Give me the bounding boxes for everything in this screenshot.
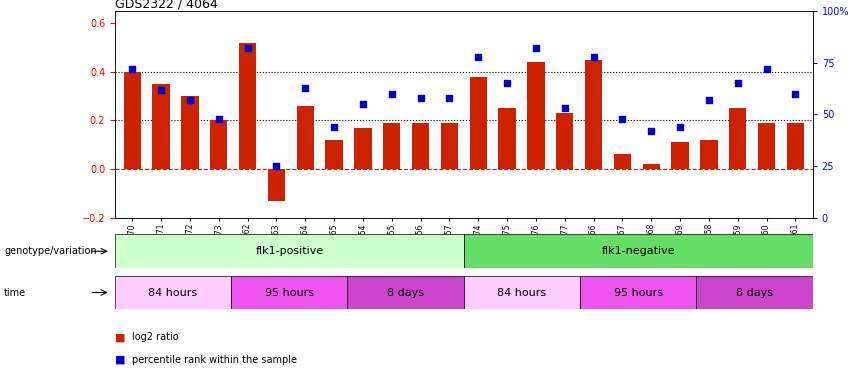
Text: 84 hours: 84 hours	[497, 288, 546, 297]
Bar	[115, 234, 464, 268]
Bar	[347, 276, 464, 309]
Bar	[580, 276, 696, 309]
Bar	[585, 60, 603, 169]
Point	[443, 95, 456, 101]
Bar	[758, 123, 775, 169]
Bar	[729, 108, 746, 169]
Bar	[115, 276, 231, 309]
Bar	[268, 169, 285, 201]
Text: 8 days: 8 days	[736, 288, 773, 297]
Text: flk1-positive: flk1-positive	[255, 246, 323, 256]
Text: log2 ratio: log2 ratio	[132, 333, 179, 342]
Bar	[325, 140, 343, 169]
Bar	[464, 234, 813, 268]
Bar	[464, 276, 580, 309]
Bar	[671, 142, 688, 169]
Bar	[441, 123, 458, 169]
Point	[270, 163, 283, 169]
Bar	[528, 62, 545, 169]
Bar	[614, 154, 631, 169]
Text: 84 hours: 84 hours	[148, 288, 197, 297]
Point	[760, 66, 774, 72]
Point	[299, 85, 312, 91]
Point	[500, 81, 514, 87]
Text: percentile rank within the sample: percentile rank within the sample	[132, 355, 297, 365]
Text: flk1-negative: flk1-negative	[602, 246, 675, 256]
Bar	[700, 140, 717, 169]
Bar	[787, 123, 804, 169]
Text: time: time	[4, 288, 26, 297]
Text: GDS2322 / 4064: GDS2322 / 4064	[115, 0, 218, 10]
Point	[644, 128, 658, 134]
Point	[789, 91, 802, 97]
Point	[673, 124, 687, 130]
Bar	[354, 128, 372, 169]
Text: ■: ■	[115, 333, 125, 342]
Bar	[231, 276, 347, 309]
Point	[356, 101, 369, 107]
Text: 95 hours: 95 hours	[265, 288, 314, 297]
Point	[471, 54, 485, 60]
Bar	[470, 77, 487, 169]
Bar	[181, 96, 198, 169]
Point	[385, 91, 398, 97]
Point	[615, 116, 629, 122]
Bar	[210, 120, 227, 169]
Bar	[412, 123, 429, 169]
Bar	[383, 123, 400, 169]
Point	[731, 81, 745, 87]
Bar	[556, 113, 574, 169]
Point	[154, 87, 168, 93]
Text: ■: ■	[115, 355, 125, 365]
Bar	[296, 106, 314, 169]
Bar	[499, 108, 516, 169]
Point	[529, 45, 543, 51]
Point	[586, 54, 600, 60]
Bar	[123, 72, 140, 169]
Point	[414, 95, 427, 101]
Point	[702, 97, 716, 103]
Bar	[239, 43, 256, 169]
Bar	[643, 164, 660, 169]
Text: 95 hours: 95 hours	[614, 288, 663, 297]
Text: genotype/variation: genotype/variation	[4, 246, 97, 256]
Point	[183, 97, 197, 103]
Point	[125, 66, 139, 72]
Point	[328, 124, 341, 130]
Point	[241, 45, 254, 51]
Point	[212, 116, 226, 122]
Point	[558, 105, 572, 111]
Bar	[696, 276, 813, 309]
Bar	[152, 84, 169, 169]
Text: 8 days: 8 days	[387, 288, 424, 297]
